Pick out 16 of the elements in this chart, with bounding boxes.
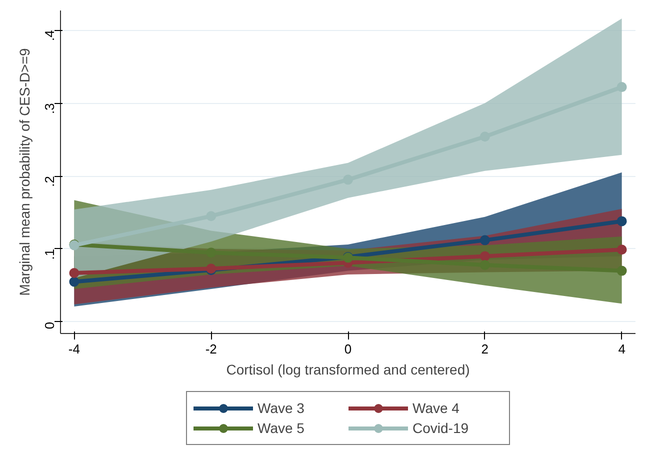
x-tick-label: 2 xyxy=(481,342,489,356)
x-tick-label: -4 xyxy=(68,342,80,356)
y-tick-label: .1 xyxy=(42,248,57,260)
legend-label: Wave 4 xyxy=(412,400,460,416)
y-axis-title: Marginal mean probability of CES-D>=9 xyxy=(16,48,32,296)
y-tick-label: 0 xyxy=(42,322,57,330)
legend-label: Wave 3 xyxy=(258,400,306,416)
x-tick-label: -2 xyxy=(205,342,217,356)
x-tick-label: 4 xyxy=(618,342,626,356)
x-axis-title: Cortisol (log transformed and centered) xyxy=(226,362,470,378)
y-tick-label: .4 xyxy=(42,30,57,42)
legend-label: Covid-19 xyxy=(412,420,470,436)
y-tick-label: .3 xyxy=(42,103,57,114)
y-tick-label: .2 xyxy=(42,176,57,187)
legend-label: Wave 5 xyxy=(258,420,306,436)
x-tick-label: 0 xyxy=(344,342,352,356)
